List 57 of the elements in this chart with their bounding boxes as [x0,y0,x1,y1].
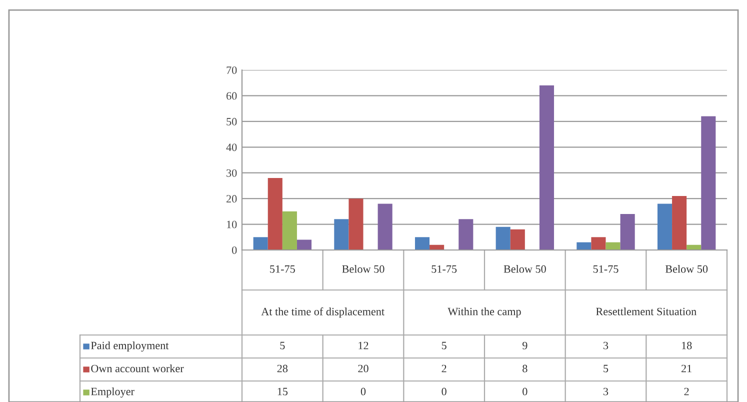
bar [458,219,474,250]
data-label: 15 [278,388,288,396]
bar [510,229,525,250]
x-tick-label: 51-75 [270,265,295,273]
text: At the time of displacement [261,307,384,318]
data-label: 3 [604,342,608,350]
data-label: 12 [358,342,368,350]
bar [253,237,268,250]
data-label: 0 [522,388,528,396]
bar [348,198,364,250]
bar [414,237,430,250]
x-tick-label: 51-75 [593,265,618,273]
y-tick-label: 50 [226,118,237,126]
data-label: 20 [358,364,368,372]
data-label: 5 [604,364,608,372]
bar [657,204,672,250]
bar [620,214,635,250]
bar [701,116,716,250]
y-tick-label: 60 [226,92,237,100]
y-tick-label: 20 [226,195,237,203]
bar [539,85,554,250]
data-label: 3 [604,388,608,396]
bar [591,237,606,250]
data-label: 9 [522,342,528,350]
bar [672,196,687,250]
data-label: 21 [682,364,692,372]
bar [334,219,349,250]
text: Resettlement Situation [596,307,696,316]
y-tick-label: 0 [232,246,237,254]
y-tick-label: 40 [226,144,237,152]
bar [268,178,282,250]
bar [378,204,392,250]
data-label: 18 [682,342,692,350]
x-tick-label: Below 50 [665,264,708,273]
y-tick-label: 30 [226,169,237,177]
x-tick-label: Below 50 [504,264,546,273]
data-label: 28 [277,364,288,372]
data-label: 0 [442,388,446,396]
legend-label: Employer [90,387,134,398]
data-label: 2 [684,388,689,396]
data-label: 5 [442,342,446,350]
x-tick-label: Below 50 [342,264,384,273]
text: Within the camp [448,307,521,318]
bar [282,211,297,250]
bar [576,242,592,250]
x-tick-label: 51-75 [432,265,457,273]
data-label: 8 [522,364,528,372]
bar [296,240,312,250]
bar [496,226,510,250]
data-label: 5 [280,342,285,350]
legend-label: Paid employment [90,341,169,352]
bar [606,242,620,250]
y-tick-label: 10 [227,220,237,228]
data-label: 0 [360,388,366,396]
y-tick-label: 70 [226,66,237,74]
data-label: 2 [442,364,446,372]
legend-label: Own account worker [91,364,184,372]
